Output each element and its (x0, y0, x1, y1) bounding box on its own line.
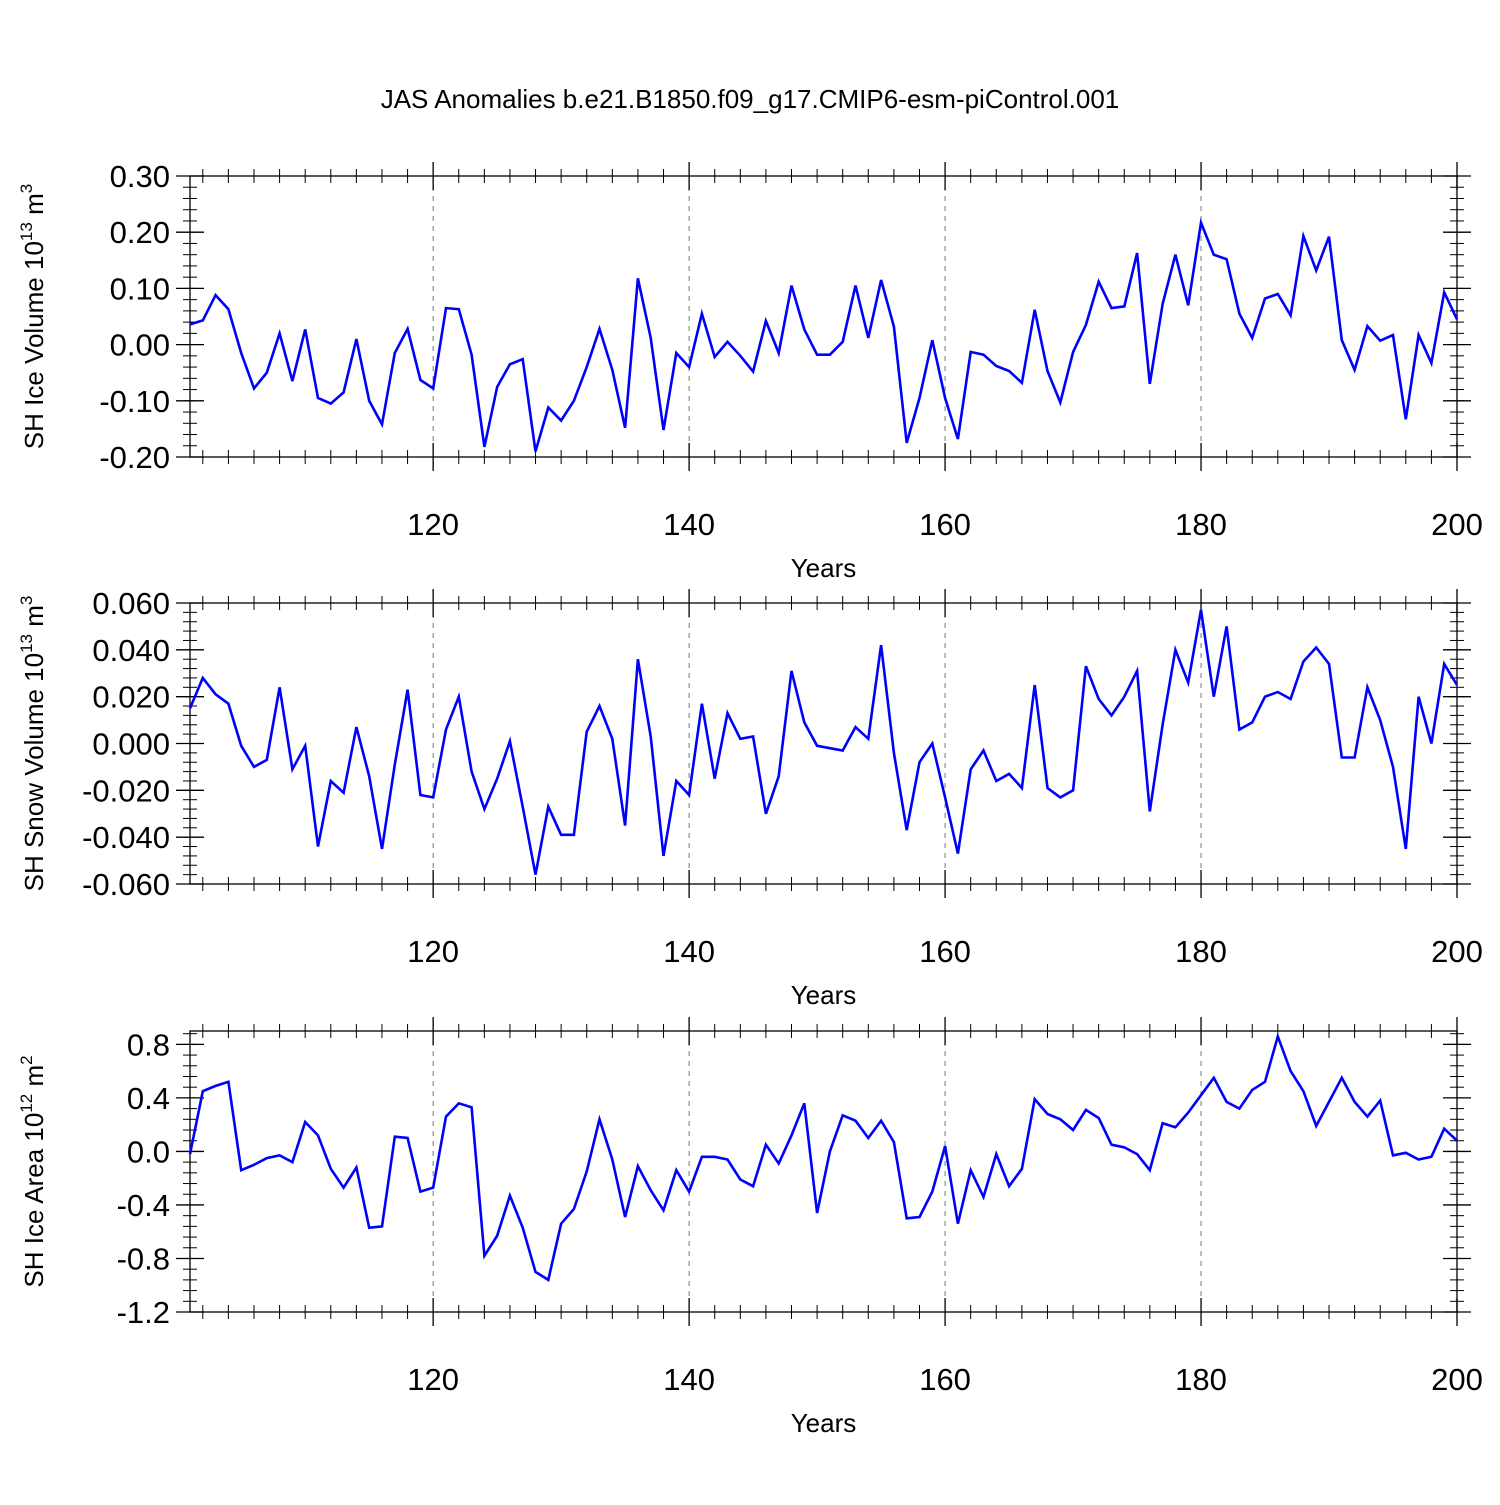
series-line (188, 1032, 1458, 1282)
x-axis-label: Years (791, 1408, 857, 1438)
y-tick-label: 0.20 (110, 215, 170, 250)
plot-frame (189, 175, 1458, 458)
x-tick-label: 160 (919, 1362, 971, 1397)
x-tick-label: 180 (1175, 507, 1227, 542)
x-tick-label: 200 (1431, 934, 1483, 969)
y-tick-label: -1.2 (117, 1295, 170, 1330)
y-tick-label: 0.020 (92, 680, 170, 715)
y-tick-label: 0.00 (110, 328, 170, 363)
y-tick-label: 0.0 (127, 1134, 170, 1169)
x-tick-label: 160 (919, 934, 971, 969)
y-axis-label: SH Snow Volume 1013 m3 (17, 596, 49, 892)
y-tick-label: -0.20 (99, 440, 170, 475)
y-tick-label: 0.060 (92, 586, 170, 621)
y-tick-label: 0.30 (110, 159, 170, 194)
x-tick-label: 200 (1431, 1362, 1483, 1397)
x-axis-label: Years (791, 553, 857, 583)
x-tick-label: 140 (663, 934, 715, 969)
x-axis-label: Years (791, 980, 857, 1010)
y-axis-label: SH Ice Area 1012 m2 (17, 1055, 49, 1287)
y-tick-label: -0.8 (117, 1241, 170, 1276)
plot-frame (189, 1030, 1458, 1313)
x-tick-label: 140 (663, 1362, 715, 1397)
y-tick-label: 0.4 (127, 1081, 170, 1116)
x-tick-label: 120 (407, 934, 459, 969)
chart-title: JAS Anomalies b.e21.B1850.f09_g17.CMIP6-… (380, 84, 1120, 114)
y-tick-label: 0.10 (110, 271, 170, 306)
x-tick-label: 200 (1431, 507, 1483, 542)
x-tick-label: 120 (407, 1362, 459, 1397)
x-tick-label: 160 (919, 507, 971, 542)
x-tick-label: 120 (407, 507, 459, 542)
y-tick-label: -0.040 (82, 820, 170, 855)
series-line (188, 609, 1459, 875)
y-tick-label: -0.060 (82, 867, 170, 902)
y-tick-label: -0.020 (82, 773, 170, 808)
x-tick-label: 180 (1175, 1362, 1227, 1397)
y-tick-label: -0.10 (99, 384, 170, 419)
y-tick-label: 0.040 (92, 633, 170, 668)
x-tick-label: 180 (1175, 934, 1227, 969)
y-tick-label: -0.4 (117, 1188, 170, 1223)
y-tick-label: 0.000 (92, 727, 170, 762)
series-line (189, 217, 1459, 452)
x-tick-label: 140 (663, 507, 715, 542)
y-axis-label: SH Ice Volume 1013 m3 (17, 184, 49, 449)
y-tick-label: 0.8 (127, 1027, 170, 1062)
